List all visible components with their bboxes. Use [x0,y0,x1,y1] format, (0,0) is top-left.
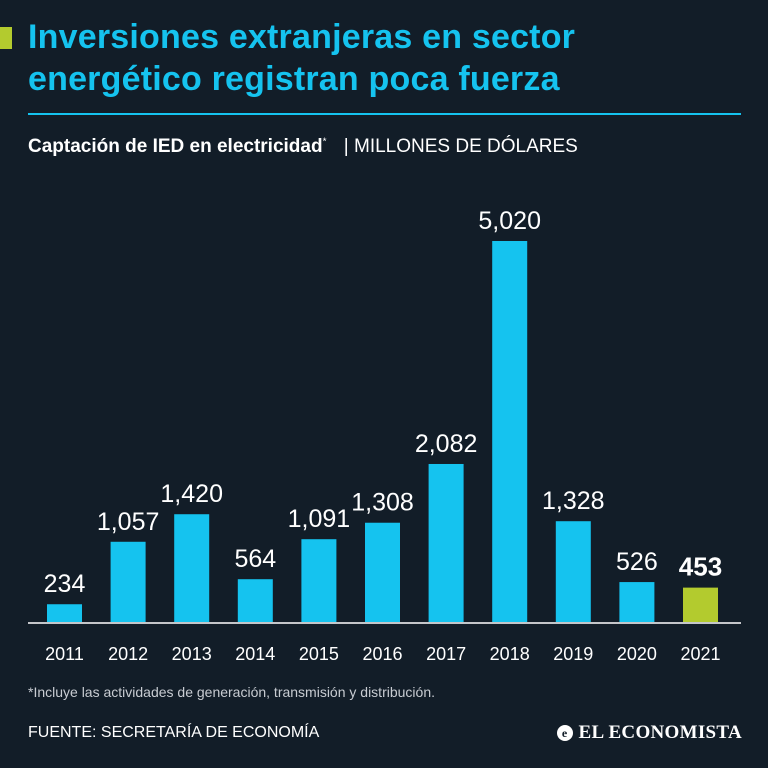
tick-label-2011: 2011 [45,644,84,664]
bar-2013 [174,514,210,622]
value-label-2016: 1,308 [351,489,414,517]
value-label-2017: 2,082 [415,430,478,458]
value-label-2020: 526 [616,548,658,576]
bar-2015 [301,539,337,622]
footnote: *Incluye las actividades de generación, … [28,684,435,700]
tick-label-2021: 2021 [680,644,720,664]
value-label-2012: 1,057 [97,508,160,536]
chart-subtitle: Captación de IED en electricidad* | MILL… [28,136,578,158]
brand-name: EL ECONOMISTA [578,722,742,743]
tick-label-2020: 2020 [617,644,657,664]
bar-2020 [619,582,655,622]
subtitle-text: Captación de IED en electricidad [28,136,323,157]
bar-2016 [365,522,400,622]
bar-2018 [492,241,528,622]
chart-title: Inversiones extranjeras en sector energé… [28,16,748,100]
brand-logo: e EL ECONOMISTA [556,722,743,744]
value-label-2013: 1,420 [160,480,223,508]
bar-2017 [428,463,464,622]
bar-2011 [47,604,82,622]
tick-label-2018: 2018 [490,644,530,664]
units-label: | MILLONES DE DÓLARES [343,136,578,157]
tick-label-2012: 2012 [108,644,148,664]
tick-label-2016: 2016 [362,644,402,664]
tick-label-2019: 2019 [553,644,593,664]
value-label-2014: 564 [234,545,276,573]
accent-mark [0,27,12,49]
tick-label-2017: 2017 [426,644,466,664]
value-label-2021: 453 [679,552,722,582]
bar-2012 [110,541,146,622]
bar-2021 [683,587,718,622]
brand-e-icon: e [556,725,573,741]
value-label-2011: 234 [44,570,86,598]
tick-label-2015: 2015 [299,644,339,664]
subtitle-footnote-mark: * [322,136,327,148]
title-line-2: energético registran poca fuerza [28,60,560,98]
bar-2019 [555,521,591,622]
source-label: FUENTE: SECRETARÍA DE ECONOMÍA [28,724,320,741]
tick-label-2014: 2014 [235,644,275,664]
title-divider [28,113,741,115]
title-line-1: Inversiones extranjeras en sector [28,18,576,56]
value-label-2015: 1,091 [288,505,351,533]
tick-label-2013: 2013 [172,644,212,664]
value-label-2018: 5,020 [478,207,541,235]
value-label-2019: 1,328 [542,487,605,515]
bar-2014 [237,579,273,622]
